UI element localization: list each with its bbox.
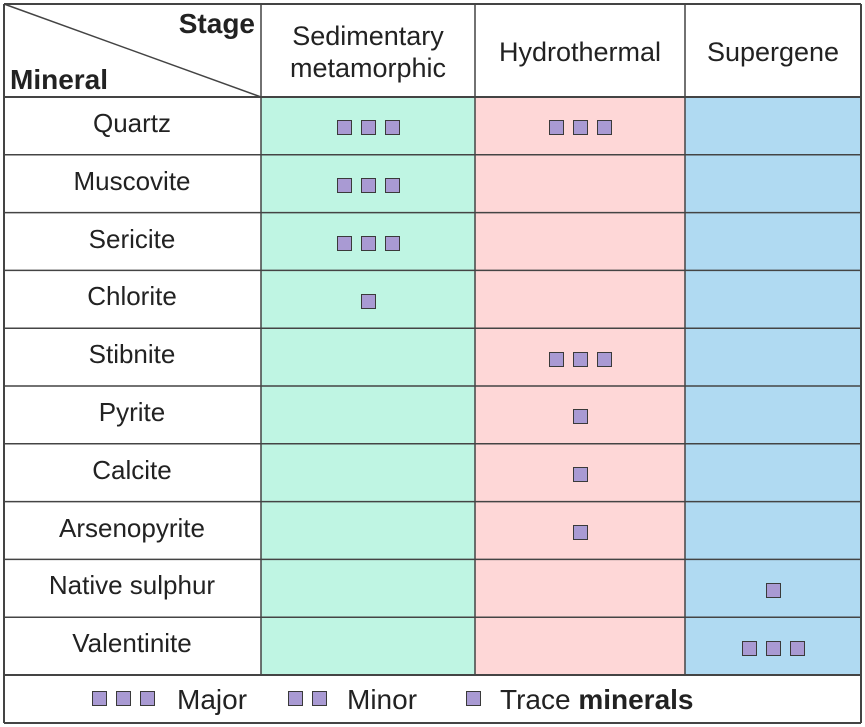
column-header-line2: metamorphic [289, 53, 447, 83]
legend-marker [92, 691, 107, 706]
legend-major-label: Major [177, 684, 248, 715]
legend-trace-word: Trace [500, 684, 571, 715]
mineral-name: Muscovite [73, 165, 191, 196]
abundance-marker [360, 236, 376, 251]
mineral-name: Quartz [92, 108, 172, 138]
mineral-name: Arsenopyrite [59, 512, 205, 543]
abundance-marker [572, 409, 588, 425]
legend-trace-suffix: minerals [578, 684, 694, 715]
header-mineral-label: Mineral [10, 64, 109, 95]
abundance-marker [572, 525, 588, 540]
abundance-marker [548, 351, 564, 367]
abundance-marker [548, 120, 564, 136]
mineral-name: Calcite [92, 454, 172, 485]
legend-marker [140, 691, 155, 706]
column-header-supergene: Supergene [706, 37, 840, 67]
abundance-marker [572, 351, 588, 367]
legend-minor-label: Minor [347, 684, 418, 715]
column-header-line1: Sedimentary [292, 21, 444, 51]
legend-marker [288, 691, 303, 706]
abundance-marker [360, 178, 376, 194]
abundance-marker [596, 120, 612, 136]
abundance-marker [765, 582, 781, 598]
legend-marker [466, 691, 481, 706]
legend-marker [116, 691, 131, 706]
abundance-marker [596, 351, 612, 367]
abundance-marker [336, 120, 352, 136]
abundance-marker [384, 178, 400, 194]
abundance-marker [384, 120, 400, 136]
abundance-marker [572, 467, 588, 483]
legend-marker [312, 691, 327, 706]
header-stage-label: Stage [178, 8, 255, 39]
abundance-marker [384, 236, 400, 251]
abundance-marker [360, 120, 376, 136]
legend-trace-label: Trace minerals [500, 683, 694, 717]
abundance-marker [765, 640, 781, 656]
abundance-marker [336, 178, 352, 194]
abundance-marker [741, 640, 757, 656]
abundance-marker [360, 293, 376, 309]
abundance-marker [789, 640, 805, 656]
mineral-name: Pyrite [98, 397, 166, 427]
mineral-name: Native sulphur [48, 570, 216, 601]
mineral-name: Valentinite [72, 628, 192, 659]
mineral-name: Stibnite [88, 339, 176, 370]
mineral-name: Chlorite [87, 281, 177, 312]
column-header-hydrothermal: Hydrothermal [498, 37, 662, 67]
header-diagonal [3, 3, 262, 98]
abundance-marker [336, 236, 352, 251]
column-header-sedimentary-metamorphic: Sedimentary metamorphic [262, 20, 474, 84]
mineral-name: Sericite [88, 223, 176, 254]
abundance-marker [572, 120, 588, 136]
